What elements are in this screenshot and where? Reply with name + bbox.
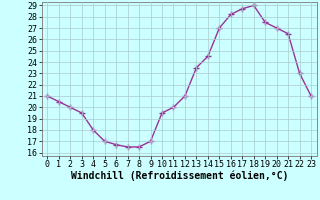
X-axis label: Windchill (Refroidissement éolien,°C): Windchill (Refroidissement éolien,°C) [70,171,288,181]
